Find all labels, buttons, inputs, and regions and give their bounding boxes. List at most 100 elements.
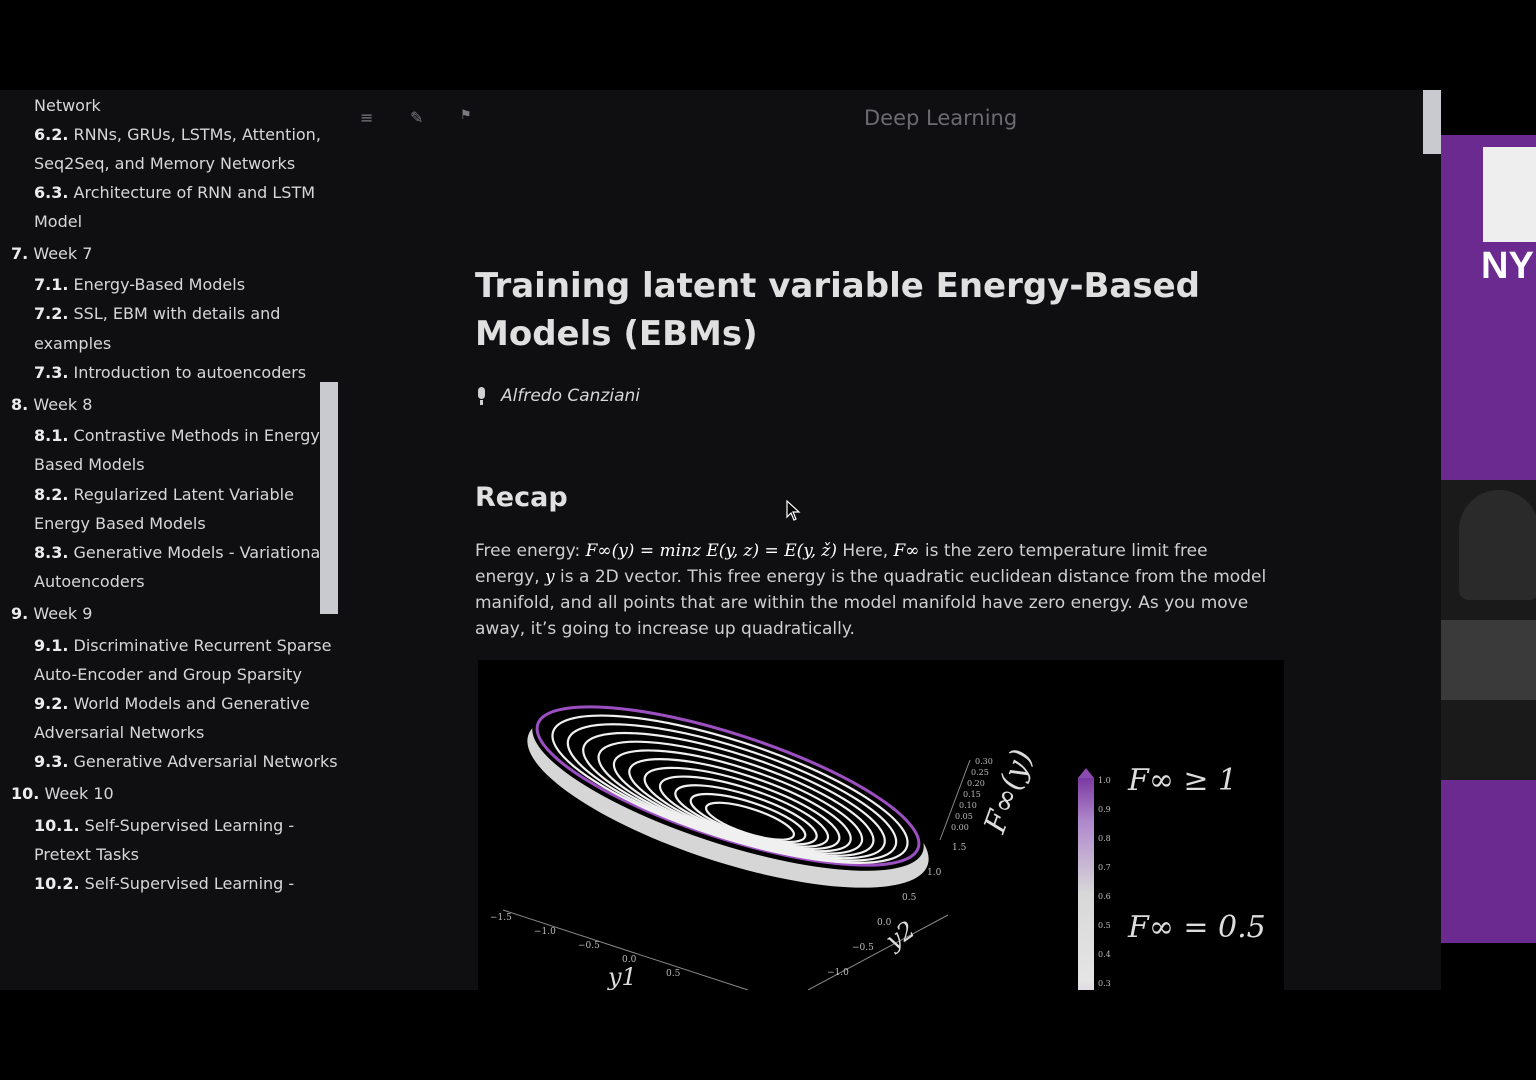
contour-line	[582, 731, 886, 860]
math-formula: F∞(y) = minz E(y, z) = E(y, ž)	[585, 541, 837, 561]
z-tick-label: 0.30	[975, 757, 993, 766]
y1-tick-label: −0.5	[578, 941, 600, 951]
z-tick-label: 0.05	[955, 812, 973, 821]
sidebar-scrollbar[interactable]	[320, 382, 338, 614]
y2-tick-label: 0.5	[902, 893, 917, 903]
colorbar-ticks: 1.00.90.80.70.60.50.40.30.20.10.0	[1098, 776, 1111, 988]
toc-label: Self-Supervised Learning -	[84, 874, 295, 893]
toc-label: Week 7	[33, 244, 93, 263]
video-overlay-panel: NY	[1441, 135, 1536, 943]
text: Here,	[836, 541, 894, 561]
toc-number: 9.1.	[34, 636, 69, 655]
toc-item[interactable]: 8.1. Contrastive Methods in Energy-	[34, 426, 325, 445]
brush-icon[interactable]: ✎	[410, 108, 424, 127]
toc-number: 8.2.	[34, 485, 69, 504]
menu-icon[interactable]: ≡	[360, 108, 374, 127]
toc-item[interactable]: Autoencoders	[34, 572, 145, 591]
toc-item[interactable]: examples	[34, 334, 111, 353]
toc-item[interactable]: 6.2. RNNs, GRUs, LSTMs, Attention,	[34, 125, 321, 144]
logo-torch-icon	[1483, 147, 1536, 242]
contour-lines	[535, 705, 921, 867]
toc-label: Discriminative Recurrent Sparse	[73, 636, 332, 655]
contour-line	[551, 714, 909, 864]
toc-item[interactable]: 8.3. Generative Models - Variational	[34, 543, 325, 562]
contour-line	[643, 766, 841, 851]
toc-label: Auto-Encoder and Group Sparsity	[34, 665, 302, 684]
colorbar-tick-label: 0.7	[1098, 863, 1111, 872]
logo-text: NY	[1481, 245, 1534, 287]
author-line: Alfredo Canziani	[475, 386, 640, 406]
toc-number: 8.	[11, 395, 29, 414]
toc-item[interactable]: Seq2Seq, and Memory Networks	[34, 154, 295, 173]
toc-item[interactable]: 10.1. Self-Supervised Learning -	[34, 816, 294, 835]
toc-label: Self-Supervised Learning -	[84, 816, 295, 835]
y2-tick-label: 1.0	[927, 868, 942, 878]
keyboard-image	[1441, 620, 1536, 700]
toc-item[interactable]: Energy Based Models	[34, 514, 206, 533]
y2-tick-label: −1.0	[827, 968, 849, 978]
contour-line	[612, 749, 864, 855]
toc-label: SSL, EBM with details and	[73, 304, 281, 323]
energy-surface-figure: 0.30 0.25 0.20 0.15 0.10 0.05 0.00 −1.5 −1.0 −0.5…	[478, 660, 1284, 990]
toc-item[interactable]: 7.2. SSL, EBM with details and	[34, 304, 280, 323]
toc-item[interactable]: 7. Week 7	[11, 244, 92, 263]
author-name: Alfredo Canziani	[501, 386, 641, 406]
z-tick-label: 0.15	[963, 790, 981, 799]
y2-tick-label: −0.5	[852, 943, 874, 953]
toc-item[interactable]: 7.1. Energy-Based Models	[34, 275, 245, 294]
contour-line	[566, 723, 898, 862]
toc-label: Regularized Latent Variable	[73, 485, 294, 504]
colorbar-tick-label: 0.3	[1098, 979, 1111, 988]
toc-label: Based Models	[34, 455, 145, 474]
toc-item[interactable]: 6.3. Architecture of RNN and LSTM	[34, 183, 315, 202]
toc-item[interactable]: 9.3. Generative Adversarial Networks	[34, 752, 338, 771]
text: is the zero temperature limit free energ…	[475, 541, 1208, 587]
toc-item[interactable]: 8.2. Regularized Latent Variable	[34, 485, 294, 504]
toc-item[interactable]: Auto-Encoder and Group Sparsity	[34, 665, 302, 684]
mouse-cursor-icon	[786, 500, 801, 521]
z-tick-label: 0.00	[951, 823, 969, 832]
page-scrollbar[interactable]	[1423, 90, 1441, 154]
toc-item[interactable]: 10. Week 10	[11, 784, 114, 803]
toc-item[interactable]: 10.2. Self-Supervised Learning -	[34, 874, 294, 893]
math-symbol: y	[545, 567, 555, 587]
toc-item[interactable]: Network	[34, 96, 101, 115]
toc-item[interactable]: 7.3. Introduction to autoencoders	[34, 363, 306, 382]
toc-sidebar: Network 6.2. RNNs, GRUs, LSTMs, Attention…	[0, 90, 340, 900]
toc-item[interactable]: 9. Week 9	[11, 604, 92, 623]
toc-label: Week 10	[44, 784, 114, 803]
toc-label: Generative Adversarial Networks	[73, 752, 338, 771]
site-title[interactable]: Deep Learning	[864, 106, 1018, 130]
toc-number: 8.3.	[34, 543, 69, 562]
toc-item[interactable]: 9.2. World Models and Generative	[34, 694, 310, 713]
colorbar-cap	[1078, 768, 1094, 778]
y1-tick-label: 0.5	[666, 969, 681, 979]
math-symbol: F∞	[893, 541, 920, 561]
toc-item[interactable]: 9.1. Discriminative Recurrent Sparse	[34, 636, 331, 655]
contour-line	[674, 784, 818, 846]
toc-label: Week 9	[33, 604, 93, 623]
colorbar-tick-label: 0.9	[1098, 805, 1111, 814]
toc-number: 9.	[11, 604, 29, 623]
toc-label: Introduction to autoencoders	[73, 363, 307, 382]
webcam-image	[1441, 480, 1536, 780]
toc-number: 10.1.	[34, 816, 80, 835]
microphone-icon	[475, 387, 487, 405]
language-flag-icon[interactable]: ⚑	[460, 108, 472, 123]
toc-label: examples	[34, 334, 112, 353]
y1-axis	[502, 909, 749, 990]
y1-axis-label: y1	[607, 963, 637, 990]
toc-item[interactable]: Based Models	[34, 455, 145, 474]
toc-item[interactable]: Pretext Tasks	[34, 845, 139, 864]
axis-ticks: 0.30 0.25 0.20 0.15 0.10 0.05 0.00 −1.5 −1.0 −0.5…	[490, 757, 993, 979]
text: Free energy:	[475, 541, 586, 561]
toc-item[interactable]: Model	[34, 212, 82, 231]
toc-number: 8.1.	[34, 426, 69, 445]
toc-label: Seq2Seq, and Memory Networks	[34, 154, 296, 173]
contour-line	[689, 792, 807, 844]
contour-line	[597, 740, 875, 857]
toc-item[interactable]: 8. Week 8	[11, 395, 92, 414]
toc-number: 9.3.	[34, 752, 69, 771]
y1-tick-label: −1.5	[490, 913, 512, 923]
toc-item[interactable]: Adversarial Networks	[34, 723, 204, 742]
